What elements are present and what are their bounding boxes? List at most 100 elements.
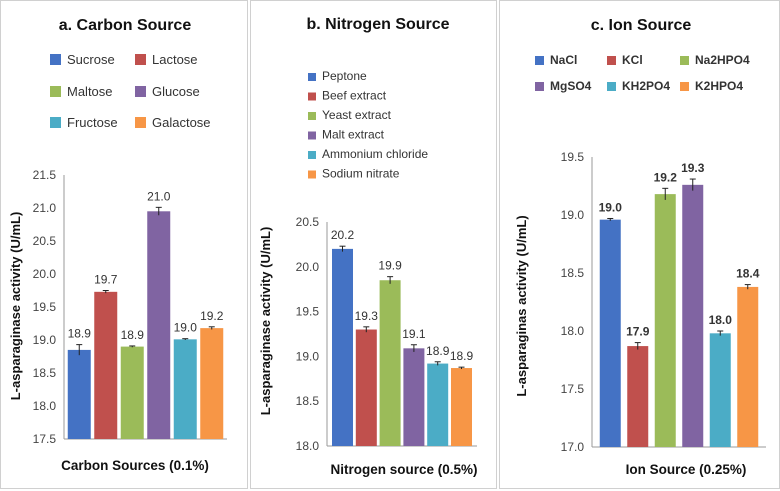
bar <box>355 329 377 446</box>
y-tick-label: 19.5 <box>296 305 320 319</box>
legend-label: Lactose <box>152 52 198 67</box>
legend-label: Beef extract <box>322 89 387 103</box>
legend-swatch <box>50 54 61 65</box>
data-label: 18.9 <box>450 349 474 363</box>
legend-swatch <box>308 112 316 120</box>
bar <box>173 339 197 439</box>
chart-title: b. Nitrogen Source <box>306 16 449 33</box>
y-tick-label: 17.5 <box>561 382 585 396</box>
y-tick-label: 19.5 <box>33 300 57 314</box>
y-tick-label: 17.5 <box>33 432 57 446</box>
y-tick-label: 18.0 <box>33 399 57 413</box>
legend-label: Fructose <box>67 115 118 130</box>
y-tick-label: 20.5 <box>296 215 320 229</box>
legend-swatch <box>308 170 316 179</box>
chart-title: c. Ion Source <box>591 17 692 34</box>
bar <box>599 219 621 447</box>
data-label: 20.2 <box>331 228 355 242</box>
bar <box>654 194 676 447</box>
x-axis-title: Carbon Sources (0.1%) <box>61 458 209 473</box>
bar <box>627 346 649 447</box>
legend-label: Maltose <box>67 84 113 99</box>
data-label: 19.3 <box>355 309 379 323</box>
x-axis-title: Nitrogen source (0.5%) <box>330 462 477 477</box>
legend-swatch <box>135 86 146 97</box>
y-tick-label: 18.5 <box>561 266 585 280</box>
chart-carbon-source: a. Carbon Source Sucrose Lactose Maltose Glu… <box>8 17 227 473</box>
bar <box>709 333 731 447</box>
legend-label: MgSO4 <box>550 79 592 93</box>
y-axis-title: L-asparaginase activity (U/mL) <box>258 227 273 416</box>
data-label: 18.4 <box>736 267 760 281</box>
legend-label: Sucrose <box>67 52 115 67</box>
legend-swatch <box>308 92 316 101</box>
data-label: 19.0 <box>174 321 198 335</box>
legend-swatch <box>680 56 689 65</box>
y-tick-label: 19.0 <box>296 349 320 363</box>
legend-label: Na2HPO4 <box>695 53 750 67</box>
y-tick-label: 20.5 <box>33 234 57 248</box>
y-tick-label: 21.0 <box>33 201 57 215</box>
legend-label: Malt extract <box>322 128 385 142</box>
bar <box>682 184 704 447</box>
panel-nitrogen-source: b. Nitrogen Source Peptone Beef extract Yea… <box>250 0 497 489</box>
legend-swatch <box>607 82 616 91</box>
bar <box>427 363 449 446</box>
data-label: 18.0 <box>709 313 733 327</box>
bar <box>451 368 472 446</box>
bar <box>200 328 224 439</box>
data-label: 19.9 <box>378 259 402 273</box>
y-tick-label: 18.5 <box>33 366 57 380</box>
legend-label: Ammonium chloride <box>322 147 428 161</box>
data-label: 19.2 <box>200 309 224 323</box>
legend-swatch <box>135 54 146 65</box>
chart-title: a. Carbon Source <box>59 17 192 34</box>
y-tick-label: 20.0 <box>33 267 57 281</box>
legend-label: NaCl <box>550 53 577 67</box>
y-tick-label: 18.0 <box>296 439 320 453</box>
legend-swatch <box>680 82 689 91</box>
chart-ion-source: c. Ion Source NaCl KCl Na2HPO4 MgSO4 KH2PO4 K2… <box>514 17 766 477</box>
x-axis-title: Ion Source (0.25%) <box>626 462 747 477</box>
data-label: 19.0 <box>599 200 623 214</box>
legend-label: KCl <box>622 53 643 67</box>
legend-label: K2HPO4 <box>695 79 743 93</box>
bar <box>403 348 425 446</box>
y-tick-label: 20.0 <box>296 260 320 274</box>
data-label: 18.9 <box>426 344 450 358</box>
y-tick-label: 18.0 <box>561 324 585 338</box>
bar <box>67 349 91 439</box>
legend-swatch <box>50 86 61 97</box>
panel-ion-source: c. Ion Source NaCl KCl Na2HPO4 MgSO4 KH2PO4 K2… <box>499 0 780 489</box>
y-tick-label: 19.5 <box>561 150 585 164</box>
bar <box>379 280 401 446</box>
y-axis-title: L-asparaginase activity (U/mL) <box>8 212 23 401</box>
legend-swatch <box>535 82 544 91</box>
y-axis-title: L-asparaginas activity (U/mL) <box>514 215 529 396</box>
legend-label: Peptone <box>322 69 367 83</box>
y-tick-label: 17.0 <box>561 440 585 454</box>
data-label: 19.7 <box>94 273 118 287</box>
legend-label: Sodium nitrate <box>322 167 400 181</box>
y-tick-label: 18.5 <box>296 394 320 408</box>
legend-swatch <box>308 151 316 159</box>
data-label: 19.3 <box>681 161 705 175</box>
y-tick-label: 21.5 <box>33 168 57 182</box>
data-label: 18.9 <box>121 328 145 342</box>
legend-swatch <box>50 117 61 128</box>
bar <box>120 346 144 439</box>
bar <box>94 291 118 439</box>
bar <box>737 286 759 447</box>
y-tick-label: 19.0 <box>33 333 57 347</box>
legend-swatch <box>308 73 316 81</box>
legend-label: KH2PO4 <box>622 79 670 93</box>
legend-label: Galactose <box>152 115 211 130</box>
data-label: 19.1 <box>402 327 426 341</box>
y-tick-label: 19.0 <box>561 208 585 222</box>
data-label: 19.2 <box>654 170 678 184</box>
legend-swatch <box>607 56 616 65</box>
data-label: 17.9 <box>626 325 650 339</box>
chart-nitrogen-source: b. Nitrogen Source Peptone Beef extract Yea… <box>258 16 478 477</box>
legend-label: Yeast extract <box>322 108 392 122</box>
